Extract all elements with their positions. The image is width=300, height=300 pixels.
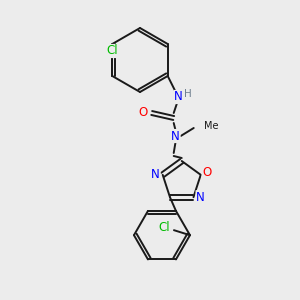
Text: Cl: Cl — [106, 44, 118, 58]
Text: O: O — [138, 106, 147, 119]
Text: H: H — [184, 89, 192, 99]
Text: N: N — [151, 168, 160, 181]
Text: Me: Me — [204, 121, 218, 131]
Text: N: N — [171, 130, 180, 142]
Text: N: N — [174, 91, 183, 103]
Text: N: N — [196, 191, 205, 204]
Text: Cl: Cl — [158, 221, 170, 234]
Text: O: O — [202, 166, 212, 179]
